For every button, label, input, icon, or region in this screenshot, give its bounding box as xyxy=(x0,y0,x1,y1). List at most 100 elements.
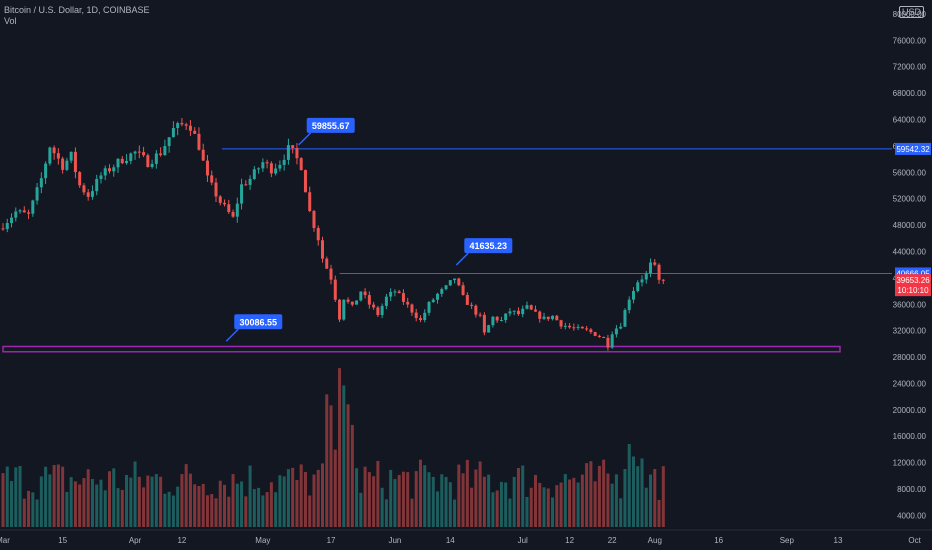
candle-body xyxy=(376,307,380,316)
time-axis-tick: 12 xyxy=(565,536,574,545)
price-axis-tick: 4000.00 xyxy=(897,511,926,520)
volume-bar xyxy=(261,495,265,527)
last-price-label: 39653.26 xyxy=(896,276,930,285)
candle-body xyxy=(470,304,474,306)
callout-box xyxy=(306,117,355,133)
volume-bar xyxy=(150,476,154,527)
volume-bar xyxy=(401,471,405,527)
volume-bar xyxy=(163,493,167,527)
candle-body xyxy=(163,146,167,156)
candle-body xyxy=(274,168,278,174)
volume-indicator-label[interactable]: Vol xyxy=(4,16,17,26)
candle-body xyxy=(201,149,205,161)
volume-bar xyxy=(589,461,593,527)
candle-body xyxy=(150,163,154,168)
price-axis-tick: 56000.00 xyxy=(893,168,927,177)
time-axis-tick: Apr xyxy=(129,536,142,545)
candle-body xyxy=(295,148,299,159)
candle-body xyxy=(52,147,56,154)
candle-body xyxy=(231,211,235,217)
candle-body xyxy=(197,133,201,150)
candle-body xyxy=(235,203,239,217)
candle-body xyxy=(210,175,214,183)
candle-body xyxy=(44,163,48,179)
candle-body xyxy=(482,314,486,333)
volume-bar xyxy=(316,469,320,527)
volume-bar xyxy=(95,484,99,527)
time-axis-tick: 14 xyxy=(446,536,455,545)
candle-body xyxy=(589,329,593,333)
volume-bar xyxy=(525,496,529,527)
volume-bar xyxy=(184,464,188,527)
time-axis-tick: Jun xyxy=(388,536,401,545)
time-axis-tick: Aug xyxy=(648,536,662,545)
price-axis-tick: 48000.00 xyxy=(893,221,927,230)
volume-bar xyxy=(120,489,124,527)
volume-bar xyxy=(380,487,384,527)
candle-body xyxy=(159,153,163,156)
candle-body xyxy=(350,301,354,305)
volume-bar xyxy=(286,469,290,527)
candle-body xyxy=(593,332,597,336)
price-axis-tick: 76000.00 xyxy=(893,36,927,45)
volume-bar xyxy=(568,479,572,527)
callout-pointer xyxy=(455,252,469,266)
volume-bar xyxy=(27,490,31,527)
volume-bar xyxy=(44,466,48,527)
volume-bar xyxy=(414,471,418,527)
candle-body xyxy=(10,217,14,224)
volume-bar xyxy=(521,465,525,527)
volume-bar xyxy=(61,466,65,527)
volume-bar xyxy=(410,498,414,527)
price-axis-tick: 80000.00 xyxy=(893,10,927,19)
volume-bar xyxy=(465,459,469,527)
price-axis-tick: 20000.00 xyxy=(893,406,927,415)
time-axis-tick: 12 xyxy=(177,536,186,545)
volume-bar xyxy=(431,476,435,527)
level-price-label: 59542.32 xyxy=(896,145,930,154)
volume-bar xyxy=(18,466,22,527)
candle-body xyxy=(414,312,418,319)
time-axis-tick: 22 xyxy=(608,536,617,545)
callout-label: 41635.23 xyxy=(470,241,508,251)
volume-bar xyxy=(653,469,657,527)
volume-bar xyxy=(397,474,401,527)
volume-bar xyxy=(69,477,73,527)
candle-body xyxy=(508,311,512,314)
candle-body xyxy=(551,315,555,320)
price-axis-tick: 28000.00 xyxy=(893,353,927,362)
volume-bar xyxy=(227,496,231,527)
candle-body xyxy=(329,268,333,280)
volume-bar xyxy=(73,481,77,527)
volume-bar xyxy=(171,495,175,527)
time-axis-tick: Mar xyxy=(0,536,10,545)
volume-bar xyxy=(444,476,448,527)
candle-body xyxy=(108,168,111,172)
symbol-title[interactable]: Bitcoin / U.S. Dollar, 1D, COINBASE xyxy=(4,5,150,15)
candle-body xyxy=(171,128,175,138)
candle-body xyxy=(487,325,491,333)
currency-button[interactable]: USD xyxy=(898,6,924,18)
candle-body xyxy=(436,293,440,300)
candle-body xyxy=(627,299,631,311)
candle-body xyxy=(367,295,371,305)
candle-body xyxy=(418,318,422,321)
candle-body xyxy=(65,160,69,170)
candle-body xyxy=(112,167,116,172)
callout-pointer xyxy=(298,132,312,146)
candle-body xyxy=(568,325,572,328)
volume-bar xyxy=(103,490,107,527)
candle-body xyxy=(602,337,606,339)
candle-body xyxy=(474,305,478,315)
volume-bar xyxy=(504,482,508,527)
volume-bar xyxy=(244,496,248,527)
candle-body xyxy=(610,334,614,348)
candle-body xyxy=(504,313,508,321)
candle-body xyxy=(384,296,388,306)
candle-body xyxy=(431,299,435,303)
candle-body xyxy=(614,328,618,335)
volume-bar xyxy=(474,469,478,527)
volume-bar xyxy=(291,467,295,527)
callout-label: 30086.55 xyxy=(239,317,277,327)
